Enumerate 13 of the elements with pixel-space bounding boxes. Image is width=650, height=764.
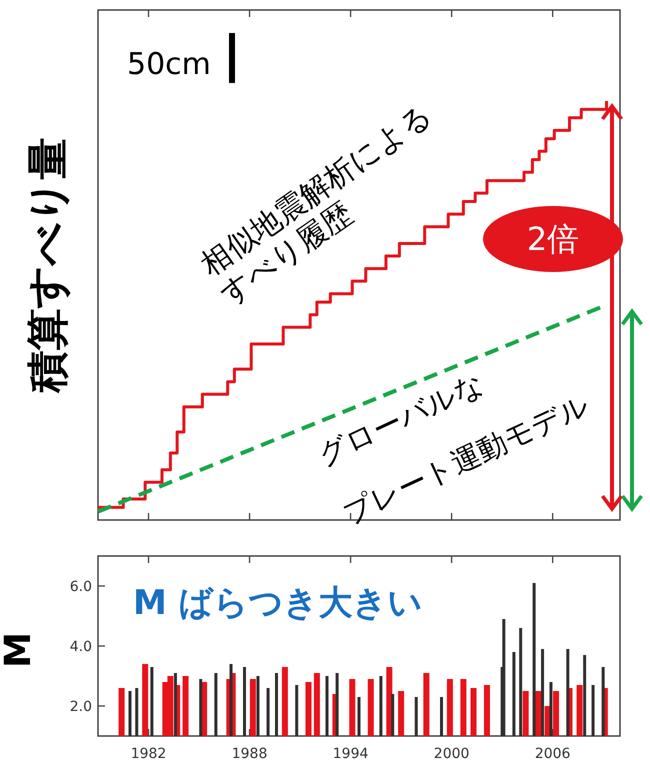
text: 50cm [127, 47, 211, 82]
y-axis-title: 積算すべり量 [23, 138, 72, 394]
y-axis-title: M [0, 632, 39, 668]
x-tick-label: 2000 [434, 746, 470, 762]
x-tick-label: 1994 [332, 746, 368, 762]
y-tick-label: 2.0 [70, 699, 92, 715]
y-tick-label: 4.0 [70, 639, 92, 655]
annotation: 2倍 [526, 220, 580, 258]
x-tick-label: 1982 [130, 746, 166, 762]
x-tick-label: 1988 [232, 746, 268, 762]
x-tick-label: 2006 [534, 746, 571, 762]
y-tick-label: 6.0 [70, 579, 92, 595]
annotation: M ばらつき大きい [133, 583, 423, 623]
